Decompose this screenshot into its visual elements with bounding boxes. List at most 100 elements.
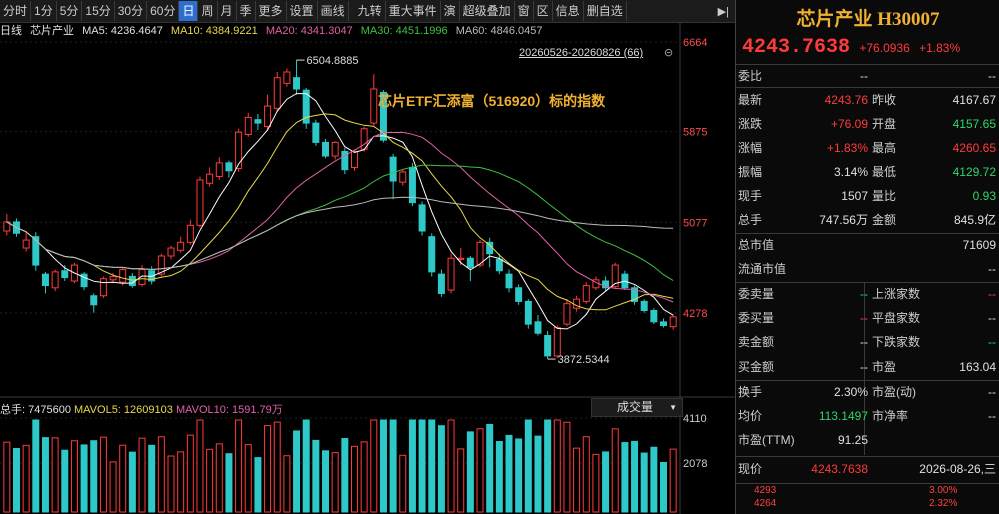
xj-label: 现价: [738, 462, 763, 476]
divider: [736, 483, 999, 484]
mjje-value: --: [860, 335, 868, 349]
toolbar-item-15[interactable]: 演: [441, 1, 460, 21]
open-label: 开盘: [872, 117, 897, 131]
volume-bar: [302, 419, 310, 513]
quote-row: 均价 113.1497 市净率 --: [736, 404, 999, 428]
quote-row: 最新 4243.76 昨收 4167.67: [736, 88, 999, 112]
toolbar-item-6[interactable]: 日: [179, 1, 199, 21]
collapse-panel-icon[interactable]: ▶|: [717, 5, 729, 18]
toolbar-item-20[interactable]: 删自选: [584, 1, 627, 21]
divider: [736, 282, 999, 283]
quote-date: 2026-08-26,三: [919, 462, 996, 476]
ma20-value: MA20: 4341.3047: [265, 25, 353, 37]
volume-bar: [428, 419, 436, 513]
xdjs-label: 下跌家数: [872, 335, 921, 349]
toolbar-item-7[interactable]: 周: [198, 1, 218, 21]
y-tick-label: 5875: [683, 127, 707, 139]
hs-label: 换手: [738, 385, 763, 399]
zd-value: +76.09: [830, 117, 868, 131]
zsz-value: 71609: [962, 238, 996, 252]
toolbar-item-17[interactable]: 窗: [515, 1, 534, 21]
toolbar-item-12[interactable]: 画线: [318, 1, 349, 21]
hs-value: 2.30%: [833, 385, 868, 399]
toolbar-item-16[interactable]: 超级叠加: [460, 1, 515, 21]
volume-bar: [109, 461, 117, 513]
date-range[interactable]: 20260526-20260826 (66): [519, 47, 644, 59]
toolbar-item-2[interactable]: 5分: [57, 1, 83, 21]
quote-panel: 芯片产业 H30007 4243.7638 +76.0936 +1.83% 委比…: [735, 0, 999, 514]
weibi-value-2: --: [988, 69, 996, 83]
liangbi-value: 0.93: [972, 189, 996, 203]
toolbar-item-4[interactable]: 30分: [115, 1, 148, 21]
volume-bar: [225, 453, 233, 513]
indicator-select[interactable]: 成交量 ▼: [591, 398, 683, 417]
toolbar-item-19[interactable]: 信息: [553, 1, 584, 21]
toolbar-item-9[interactable]: 季: [237, 1, 256, 21]
candle-body: [273, 77, 281, 109]
toolbar-item-1[interactable]: 1分: [31, 1, 57, 21]
toolbar-item-13[interactable]: 九转: [355, 1, 386, 21]
candle-body: [312, 122, 320, 143]
volume-bar: [582, 436, 590, 513]
volume-bar: [196, 419, 204, 513]
high-label: 最高: [872, 141, 897, 155]
high-value: 4260.65: [952, 141, 996, 155]
quote-row: 涨幅 +1.83% 最高 4260.65: [736, 136, 999, 160]
candle-body: [186, 224, 194, 243]
volume-bar: [486, 423, 494, 513]
toolbar-item-14[interactable]: 重大事件: [386, 1, 441, 21]
volume-bar: [495, 441, 503, 513]
candle-body: [669, 316, 677, 328]
zongshou-value: 747.56万: [819, 213, 868, 227]
candle-body: [61, 270, 69, 279]
candle-body: [341, 150, 349, 171]
y-tick-label: 4278: [683, 308, 707, 320]
volume-bar: [457, 448, 465, 513]
toolbar-item-18[interactable]: 区: [534, 1, 553, 21]
ttm-value: 91.25: [837, 433, 868, 447]
kline-chart[interactable]: 6664 5875 5077 4278 4110 2078 6504.8885 3872.53…: [0, 0, 735, 514]
volume-bar: [563, 421, 571, 513]
volume-bar: [138, 437, 146, 513]
zhenfu-value: 3.14%: [833, 165, 868, 179]
volume-bar: [650, 446, 658, 513]
chart-annotation: 芯片ETF汇添富（516920）标的指数: [378, 93, 606, 109]
toolbar-item-5[interactable]: 60分: [147, 1, 180, 21]
candle-body: [177, 241, 185, 251]
zf-label: 涨幅: [738, 141, 763, 155]
volume-bar: [283, 455, 291, 513]
low-label: 3872.5344: [558, 354, 610, 366]
quote-row: 流通市值 --: [736, 257, 999, 281]
candle-body: [350, 150, 358, 168]
mjje-label: 卖金额: [738, 335, 775, 349]
volume-bar: [573, 447, 581, 513]
candle-body: [99, 278, 107, 297]
toolbar-item-10[interactable]: 更多: [256, 1, 287, 21]
toolbar-item-11[interactable]: 设置: [287, 1, 318, 21]
toolbar-item-8[interactable]: 月: [218, 1, 237, 21]
mini-price-b: 4264: [754, 498, 777, 509]
candle-body: [428, 236, 436, 273]
toolbar-item-0[interactable]: 分时: [0, 1, 32, 21]
toolbar-item-3[interactable]: 15分: [82, 1, 115, 21]
volume-bar: [264, 425, 272, 513]
divider: [736, 456, 999, 457]
volume-bar: [128, 451, 136, 513]
candle-body: [109, 275, 117, 281]
low-label: 最低: [872, 165, 897, 179]
candle-body: [283, 71, 291, 84]
candle-body: [51, 271, 59, 289]
y-tick-label: 5077: [683, 217, 707, 229]
indicator-line: 日线 芯片产业 MA5: 4236.4647 MA10: 4384.9221 M…: [0, 23, 735, 39]
open-value: 4157.65: [952, 117, 996, 131]
volume-bar: [534, 435, 542, 513]
quote-row: 涨跌 +76.09 开盘 4157.65: [736, 112, 999, 136]
y-tick-label: 6664: [683, 37, 707, 49]
candle-body: [206, 173, 214, 184]
volume-bar: [254, 457, 262, 513]
volume-bar: [360, 441, 368, 513]
buyje-value: --: [860, 360, 868, 374]
lock-icon[interactable]: ⊝: [664, 47, 674, 59]
volume-bar: [293, 430, 301, 513]
candle-body: [244, 116, 252, 135]
